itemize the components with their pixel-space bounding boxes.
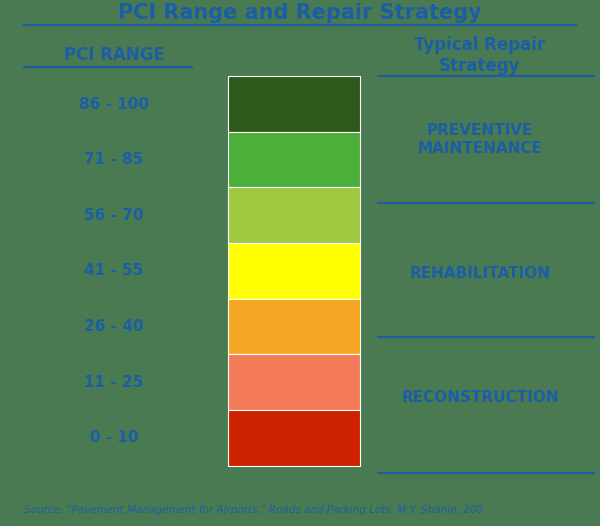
- Text: REHABILITATION: REHABILITATION: [409, 266, 551, 281]
- Text: 41 - 55: 41 - 55: [85, 264, 143, 278]
- Text: PCI RANGE: PCI RANGE: [64, 46, 164, 64]
- Text: PCI Range and Repair Strategy: PCI Range and Repair Strategy: [118, 3, 482, 23]
- Text: 0 - 10: 0 - 10: [89, 430, 139, 445]
- Text: Source: "Pavement Management for Airports," Roads and Parking Lots, M.Y. Shahin,: Source: "Pavement Management for Airport…: [24, 505, 483, 515]
- Text: 11 - 25: 11 - 25: [85, 375, 143, 390]
- Text: RECONSTRUCTION: RECONSTRUCTION: [401, 390, 559, 404]
- FancyBboxPatch shape: [228, 187, 360, 243]
- FancyBboxPatch shape: [228, 299, 360, 355]
- FancyBboxPatch shape: [228, 132, 360, 187]
- FancyBboxPatch shape: [228, 243, 360, 299]
- Text: Typical Repair
Strategy: Typical Repair Strategy: [415, 36, 545, 75]
- Text: 26 - 40: 26 - 40: [84, 319, 144, 334]
- Text: 56 - 70: 56 - 70: [84, 208, 144, 223]
- Text: 86 - 100: 86 - 100: [79, 97, 149, 112]
- FancyBboxPatch shape: [228, 410, 360, 466]
- FancyBboxPatch shape: [228, 76, 360, 132]
- Text: 71 - 85: 71 - 85: [85, 152, 143, 167]
- Text: PREVENTIVE
MAINTENANCE: PREVENTIVE MAINTENANCE: [418, 123, 542, 156]
- FancyBboxPatch shape: [228, 355, 360, 410]
